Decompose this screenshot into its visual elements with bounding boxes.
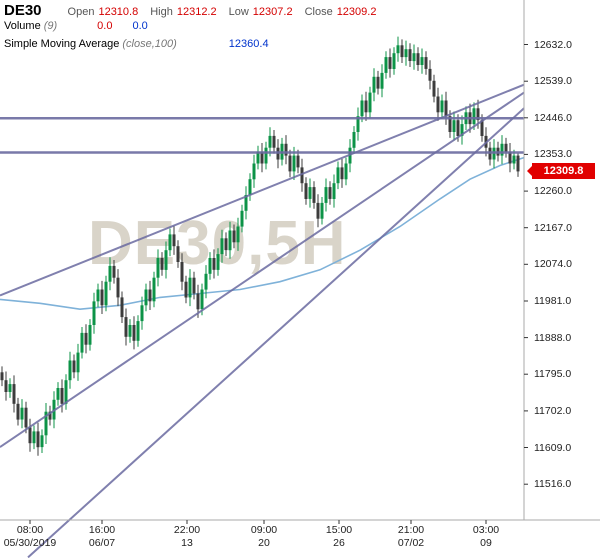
volume-value-blue: 0.0	[132, 20, 148, 32]
volume-label: Volume	[4, 20, 41, 32]
price-axis-label: 11702.0	[534, 405, 572, 417]
price-axis-label: 11888.0	[534, 332, 572, 344]
price-axis-label: 12167.0	[534, 222, 572, 234]
price-axis-label: 11795.0	[534, 368, 572, 380]
time-axis-label: 16:00 06/07	[88, 524, 116, 549]
open-label: Open	[67, 6, 95, 18]
time-axis-label: 08:00 05/30/2019	[3, 524, 57, 549]
price-axis-label: 12632.0	[534, 39, 572, 51]
price-axis-label: 12539.0	[534, 75, 572, 87]
high-value: 12312.2	[176, 6, 217, 18]
high-label: High	[150, 6, 173, 18]
low-value: 12307.2	[252, 6, 293, 18]
price-axis-label: 11516.0	[534, 478, 572, 490]
time-axis-label: 21:00 07/02	[397, 524, 425, 549]
last-price-badge: 12309.8	[527, 163, 595, 179]
time-axis-label: 22:00 13	[173, 524, 201, 549]
low-label: Low	[228, 6, 249, 18]
open-value: 12310.8	[98, 6, 139, 18]
price-axis-label: 12353.0	[534, 148, 572, 160]
volume-value-red: 0.0	[97, 20, 113, 32]
price-axis-label: 12446.0	[534, 112, 572, 124]
time-axis-label: 03:00 09	[472, 524, 500, 549]
chart-header: DE30 Open 12310.8 High 12312.2 Low 12307…	[4, 2, 388, 56]
price-axis-label: 12260.0	[534, 185, 572, 197]
symbol-title: DE30	[4, 2, 42, 19]
time-axis-label: 15:00 26	[325, 524, 353, 549]
price-axis-label: 11609.0	[534, 442, 572, 454]
price-axis-label: 11981.0	[534, 295, 572, 307]
volume-param: (9)	[43, 20, 58, 32]
time-axis-label: 09:00 20	[250, 524, 278, 549]
close-value: 12309.2	[336, 6, 377, 18]
sma-label: Simple Moving Average	[4, 38, 120, 50]
price-axis-label: 12074.0	[534, 258, 572, 270]
volume-row: Volume (9) 0.0 0.0	[4, 20, 388, 38]
sma-value: 12360.4	[228, 38, 269, 50]
sma-param: (close,100)	[122, 38, 177, 50]
sma-row: Simple Moving Average (close,100) 12360.…	[4, 38, 388, 56]
ohlc-row: DE30 Open 12310.8 High 12312.2 Low 12307…	[4, 2, 388, 20]
close-label: Close	[304, 6, 333, 18]
